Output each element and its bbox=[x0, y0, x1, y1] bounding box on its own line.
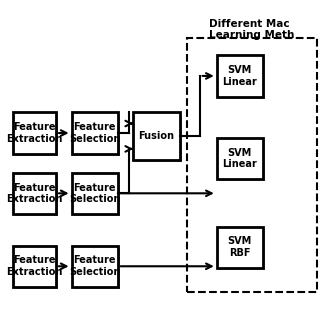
FancyBboxPatch shape bbox=[217, 55, 263, 97]
FancyBboxPatch shape bbox=[13, 246, 56, 287]
FancyBboxPatch shape bbox=[74, 248, 120, 289]
FancyBboxPatch shape bbox=[135, 115, 182, 162]
FancyBboxPatch shape bbox=[74, 175, 120, 216]
Text: SVM
Linear: SVM Linear bbox=[222, 65, 257, 87]
FancyBboxPatch shape bbox=[133, 112, 180, 160]
FancyBboxPatch shape bbox=[219, 140, 265, 181]
FancyBboxPatch shape bbox=[15, 248, 58, 289]
FancyBboxPatch shape bbox=[74, 115, 120, 156]
Text: SVM
RBF: SVM RBF bbox=[228, 236, 252, 258]
Text: Feature
Extraction: Feature Extraction bbox=[6, 122, 63, 144]
FancyBboxPatch shape bbox=[217, 138, 263, 179]
FancyBboxPatch shape bbox=[71, 173, 118, 214]
FancyBboxPatch shape bbox=[219, 229, 265, 270]
Text: Feature
Extraction: Feature Extraction bbox=[6, 182, 63, 204]
FancyBboxPatch shape bbox=[219, 58, 265, 99]
Text: Fusion: Fusion bbox=[139, 131, 174, 141]
FancyBboxPatch shape bbox=[15, 115, 58, 156]
Text: Feature
Selection: Feature Selection bbox=[69, 122, 120, 144]
FancyBboxPatch shape bbox=[13, 112, 56, 154]
Text: Different Mac
Learning Meth: Different Mac Learning Meth bbox=[209, 19, 294, 40]
FancyBboxPatch shape bbox=[217, 227, 263, 268]
Text: Feature
Selection: Feature Selection bbox=[69, 182, 120, 204]
FancyBboxPatch shape bbox=[15, 175, 58, 216]
Text: SVM
Linear: SVM Linear bbox=[222, 148, 257, 169]
FancyBboxPatch shape bbox=[13, 173, 56, 214]
FancyBboxPatch shape bbox=[71, 246, 118, 287]
Text: Feature
Selection: Feature Selection bbox=[69, 255, 120, 277]
Text: Feature
Extraction: Feature Extraction bbox=[6, 255, 63, 277]
FancyBboxPatch shape bbox=[71, 112, 118, 154]
